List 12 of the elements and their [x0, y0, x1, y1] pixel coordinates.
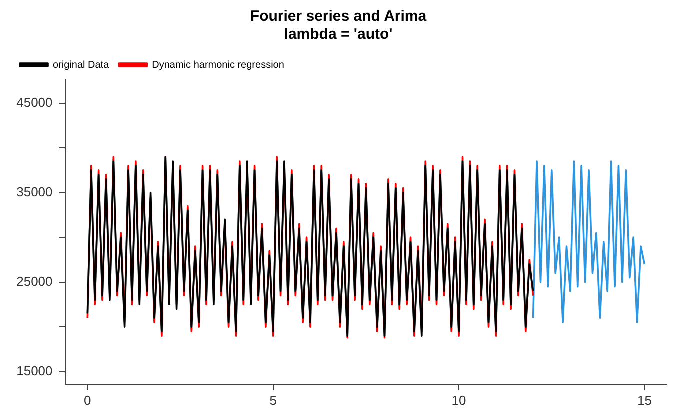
x-tick-label: 5	[266, 392, 281, 408]
y-tick-label: 45000	[13, 94, 56, 110]
y-tick-label: 15000	[13, 363, 56, 378]
y-tick-label: 35000	[13, 184, 56, 200]
legend-label: original Data	[53, 60, 110, 71]
x-tick-label: 15	[634, 392, 656, 408]
x-tick-label: 10	[448, 392, 470, 408]
chart-title: Fourier series and Arima	[250, 8, 428, 26]
legend-label: Dynamic harmonic regression	[152, 60, 284, 71]
y-tick-label: 25000	[13, 274, 56, 289]
x-tick-label: 0	[80, 392, 95, 408]
chart-subtitle: lambda = 'auto'	[284, 26, 393, 44]
